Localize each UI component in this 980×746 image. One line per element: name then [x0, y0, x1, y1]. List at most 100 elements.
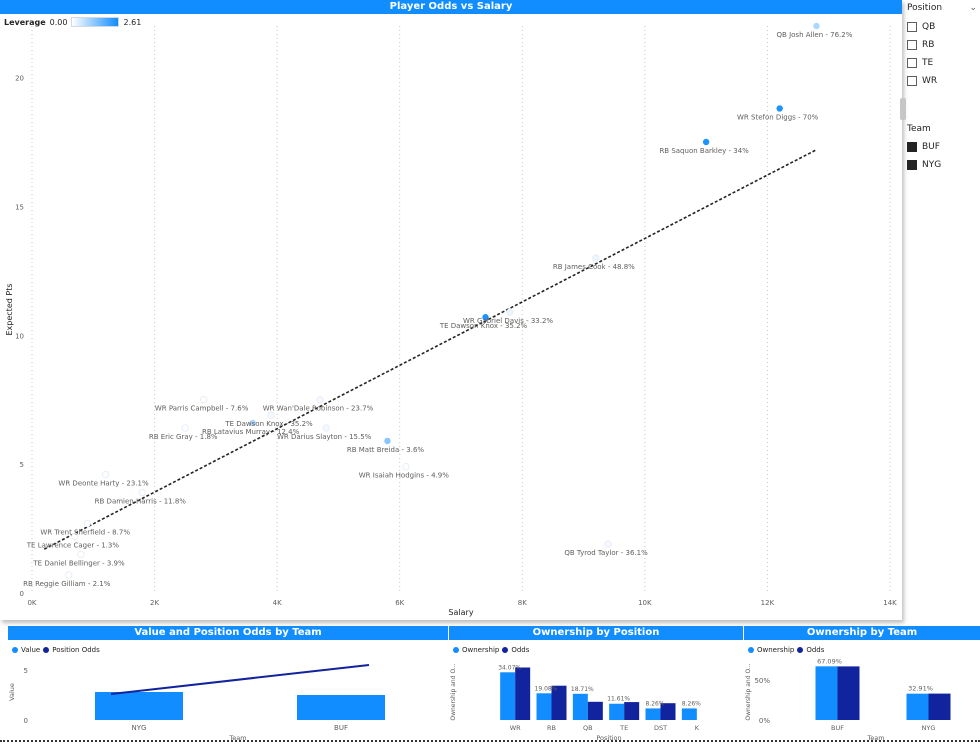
scatter-point[interactable]	[77, 550, 85, 559]
scatter-point-label: WR Gabriel Davis - 33.2%	[463, 317, 553, 325]
scatter-point[interactable]	[506, 308, 514, 316]
scatter-point-label: RB Latavius Murray - 12.4%	[202, 428, 300, 436]
scatter-point[interactable]	[267, 411, 275, 419]
scatter-point-label: WR Stefon Diggs - 70%	[737, 113, 819, 121]
scatter-point-label: WR Deonte Harty - 23.1%	[58, 479, 149, 487]
bar-ownership[interactable]	[815, 666, 838, 720]
x-tick-label: WR	[510, 724, 521, 732]
position-slicer-item-te[interactable]: TE	[907, 54, 977, 72]
position-slicer[interactable]: Position ⌄ QB RB TE WR	[907, 2, 977, 90]
scatter-point[interactable]	[249, 419, 256, 427]
scatter-point-label: RB Damien Harris - 11.8%	[95, 497, 187, 505]
bar-ownership[interactable]	[645, 708, 661, 720]
scatter-point-label: WR Parris Campbell - 7.6%	[155, 405, 249, 413]
bar-ownership[interactable]	[906, 693, 929, 720]
legend-dot-position-odds	[43, 647, 50, 653]
ownership-team-panel[interactable]	[744, 626, 980, 740]
value-team-panel[interactable]	[8, 626, 448, 740]
x-axis-title: Salary	[448, 608, 473, 617]
bar-ownership[interactable]	[681, 708, 697, 720]
report-border	[0, 740, 980, 742]
bar-odds[interactable]	[660, 703, 676, 720]
scatter-title: Player Odds vs Salary	[0, 0, 902, 14]
x-tick-label: BUF	[334, 724, 348, 732]
x-tick-label: 10K	[638, 599, 652, 607]
bar-ownership[interactable]	[609, 703, 625, 720]
team-slicer-item-nyg[interactable]: NYG	[907, 156, 977, 174]
bar-odds[interactable]	[551, 685, 567, 720]
bar-value[interactable]	[95, 692, 183, 720]
y-tick-label: 0%	[759, 717, 770, 725]
y-axis-title: Expected Pts	[5, 284, 14, 336]
ownership-team-chart[interactable]: 0% 50%Ownership and O... 67.09% BUF 32.91% NY…	[744, 656, 980, 742]
position-slicer-item-label: RB	[922, 40, 935, 50]
scatter-point-label: QB Josh Allen - 76.2%	[777, 31, 853, 39]
leverage-legend-min: 0.00	[49, 17, 68, 27]
team-slicer[interactable]: Team BUF NYG	[907, 124, 977, 174]
ownership-position-chart[interactable]: Ownership and O... 34.07% WR 19.08% RB 18.71%…	[449, 656, 743, 742]
legend-ownership-team-label: Ownership	[757, 646, 795, 654]
scatter-point[interactable]	[83, 519, 91, 528]
scatter-panel[interactable]	[0, 0, 902, 620]
scatter-point-label: RB Saquon Barkley - 34%	[659, 147, 749, 155]
scatter-point-label: TE Lawrence Cager - 1.3%	[26, 541, 120, 549]
scatter-point[interactable]	[384, 437, 391, 445]
team-slicer-checkbox[interactable]	[907, 142, 917, 152]
position-slicer-item-qb[interactable]: QB	[907, 18, 977, 36]
scatter-labels-group: QB Josh Allen - 76.2% WR Stefon Diggs - 7…	[23, 31, 853, 588]
legend-position-odds-label: Position Odds	[52, 646, 100, 654]
scatter-point[interactable]	[181, 424, 189, 432]
trend-line	[43, 148, 817, 550]
chevron-down-icon[interactable]: ⌄	[969, 3, 977, 13]
scatter-point[interactable]	[322, 424, 330, 432]
position-odds-line[interactable]	[110, 664, 370, 695]
data-label: 34.07%	[498, 664, 521, 671]
leverage-legend-max: 2.61	[123, 17, 142, 27]
value-team-chart[interactable]: 0 5 Value NYG BUF Team	[8, 656, 448, 742]
scatter-point[interactable]	[316, 396, 324, 404]
scatter-point[interactable]	[482, 314, 489, 321]
data-label: 67.09%	[817, 657, 842, 665]
bar-ownership[interactable]	[500, 672, 516, 720]
bar-odds[interactable]	[587, 701, 603, 720]
position-slicer-item-label: QB	[922, 22, 936, 32]
team-slicer-checkbox[interactable]	[907, 160, 917, 170]
position-slicer-checkbox[interactable]	[907, 58, 917, 68]
position-slicer-item-rb[interactable]: RB	[907, 36, 977, 54]
position-slicer-items: QB RB TE WR	[907, 18, 977, 90]
bar-value[interactable]	[297, 695, 385, 720]
scatter-point[interactable]	[199, 396, 208, 404]
scatter-point[interactable]	[604, 540, 612, 548]
bar-odds[interactable]	[928, 693, 951, 720]
team-slicer-item-label: BUF	[922, 142, 940, 152]
bar-odds[interactable]	[624, 702, 640, 720]
bar-odds[interactable]	[515, 667, 531, 721]
team-slicer-item-buf[interactable]: BUF	[907, 138, 977, 156]
scatter-point-label: TE Daniel Bellinger - 3.9%	[32, 559, 125, 567]
ownership-position-panel[interactable]	[449, 626, 743, 740]
position-slicer-item-label: TE	[922, 58, 934, 68]
position-slicer-checkbox[interactable]	[907, 22, 917, 32]
scatter-point-label: RB James Cook - 48.8%	[553, 263, 635, 271]
scatter-point[interactable]	[592, 254, 600, 262]
scatter-point[interactable]	[101, 470, 110, 479]
position-slicer-item-wr[interactable]: WR	[907, 72, 977, 90]
scatter-point[interactable]	[402, 463, 410, 471]
position-slicer-checkbox[interactable]	[907, 40, 917, 50]
x-axis-title: Position	[596, 734, 621, 742]
x-tick-label: 2K	[150, 599, 159, 607]
bar-ownership[interactable]	[536, 693, 552, 720]
scatter-point[interactable]	[776, 105, 783, 112]
bar-odds[interactable]	[837, 666, 860, 720]
scatter-point[interactable]	[702, 138, 710, 146]
scatter-point[interactable]	[138, 488, 147, 497]
scatter-point[interactable]	[65, 571, 73, 579]
position-slicer-checkbox[interactable]	[907, 76, 917, 86]
team-slicer-item-label: NYG	[922, 160, 942, 170]
slicer-scrollbar[interactable]	[900, 98, 906, 120]
legend-value-label: Value	[21, 646, 41, 654]
scatter-chart[interactable]: QB Josh Allen - 76.2% WR Stefon Diggs - 7…	[0, 14, 902, 620]
scatter-point[interactable]	[71, 532, 79, 540]
bar-ownership[interactable]	[572, 693, 588, 720]
scatter-point[interactable]	[813, 22, 820, 30]
